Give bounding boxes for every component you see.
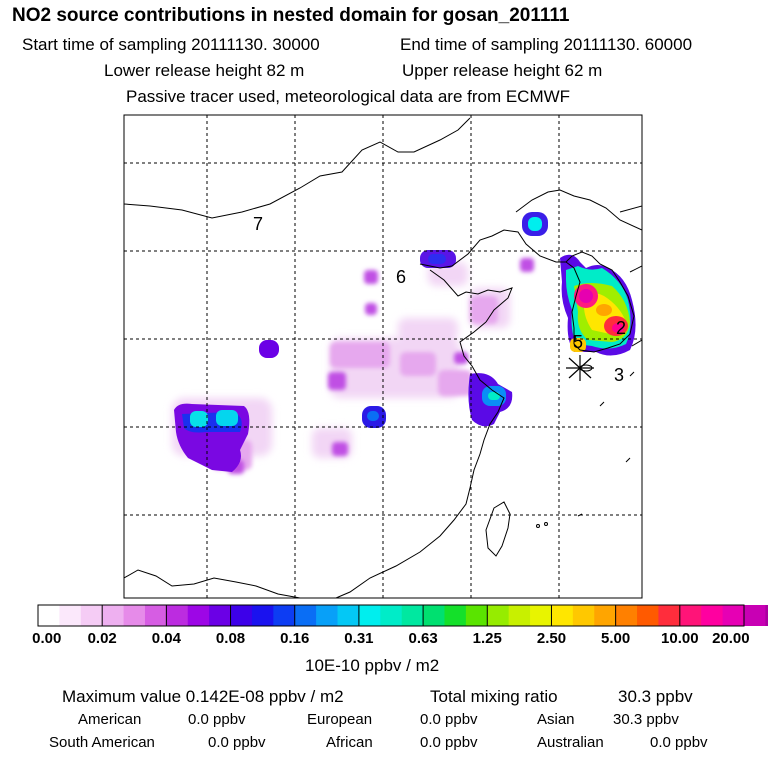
colorbar-swatch (273, 605, 296, 626)
colorbar-swatch (722, 605, 745, 626)
european-value: 0.0 ppbv (420, 711, 478, 728)
region-label-2: 2 (616, 318, 626, 338)
colorbar-swatch (144, 605, 167, 626)
colorbar-swatch (209, 605, 232, 626)
map-frame (123, 114, 643, 599)
colorbar-swatch (80, 605, 103, 626)
colorbar-tick-label: 10.00 (661, 630, 699, 647)
colorbar-swatch (572, 605, 595, 626)
colorbar-swatch (102, 605, 125, 626)
colorbar-swatch (465, 605, 488, 626)
australian-value: 0.0 ppbv (650, 734, 708, 751)
colorbar-swatch (444, 605, 467, 626)
colorbar-swatch (508, 605, 531, 626)
australian-label: Australian (537, 734, 604, 751)
american-value: 0.0 ppbv (188, 711, 246, 728)
asian-label: Asian (537, 711, 575, 728)
colorbar-swatch (679, 605, 702, 626)
colorbar-tick-label: 0.00 (32, 630, 62, 647)
tracer-note: Passive tracer used, meteorological data… (126, 87, 571, 106)
total-mixing-value: 30.3 ppbv (618, 687, 693, 706)
region-label-5: 5 (573, 332, 583, 352)
colorbar-swatch (166, 605, 189, 626)
end-time: End time of sampling 20111130. 60000 (400, 35, 693, 54)
start-time: Start time of sampling 20111130. 30000 (22, 35, 320, 54)
south-american-label: South American (49, 734, 155, 751)
african-value: 0.0 ppbv (420, 734, 478, 751)
upper-release-height: Upper release height 62 m (402, 61, 603, 80)
colorbar-swatch (38, 605, 60, 626)
colorbar-swatch (487, 605, 510, 626)
colorbar-swatch (530, 605, 552, 626)
region-label-6: 6 (396, 267, 406, 287)
colorbar-swatch (316, 605, 339, 626)
colorbar-swatch (230, 605, 253, 626)
colorbar-swatch (701, 605, 724, 626)
colorbar-swatch (380, 605, 403, 626)
asterisk-icon (566, 355, 594, 381)
european-label: European (307, 711, 373, 728)
colorbar-swatch (294, 605, 317, 626)
colorbar-tick-label: 1.25 (472, 630, 502, 647)
colorbar-tick-label: 0.08 (215, 630, 246, 647)
colorbar-swatch (658, 605, 681, 626)
asian-value: 30.3 ppbv (613, 711, 679, 728)
colorbar-frame (37, 604, 745, 627)
graticule (124, 115, 642, 598)
colorbar-swatch (423, 605, 445, 626)
colorbar-swatch (123, 605, 146, 626)
colorbar-tick-label: 0.16 (280, 630, 310, 647)
colorbar-swatch (615, 605, 638, 626)
colorbar-swatch (551, 605, 574, 626)
page-title: NO2 source contributions in nested domai… (12, 5, 570, 26)
colorbar-swatch (637, 605, 659, 626)
colorbar-swatch (744, 605, 766, 626)
colorbar-tick-label: 2.50 (536, 630, 567, 647)
colorbar-swatch (59, 605, 82, 626)
colorbar-swatch (337, 605, 360, 626)
colorbar-tick-label: 0.63 (408, 630, 438, 647)
coastlines (124, 117, 642, 598)
colorbar-tick-label: 5.00 (601, 630, 631, 647)
colorbar-tick-label: 0.31 (344, 630, 374, 647)
max-value: Maximum value 0.142E-08 ppbv / m2 (62, 687, 344, 706)
colorbar-swatch (401, 605, 424, 626)
american-label: American (78, 711, 142, 728)
colorbar-tick-label: 0.04 (151, 630, 181, 647)
region-label-3: 3 (614, 365, 624, 385)
colorbar-units: 10E-10 ppbv / m2 (305, 656, 440, 675)
colorbar-swatch (594, 605, 617, 626)
lower-release-height: Lower release height 82 m (104, 61, 305, 80)
african-label: African (326, 734, 373, 751)
colorbar-swatch (251, 605, 274, 626)
south-american-value: 0.0 ppbv (208, 734, 266, 751)
concentration-field (172, 212, 636, 474)
colorbar-swatch (187, 605, 210, 626)
colorbar-swatch (358, 605, 381, 626)
colorbar-tick-label: 20.00 (712, 630, 750, 647)
colorbar-tick-label: 0.02 (87, 630, 117, 647)
total-mixing-label: Total mixing ratio (430, 687, 558, 706)
region-label-7: 7 (253, 214, 263, 234)
colorbar-swatch (765, 605, 768, 626)
